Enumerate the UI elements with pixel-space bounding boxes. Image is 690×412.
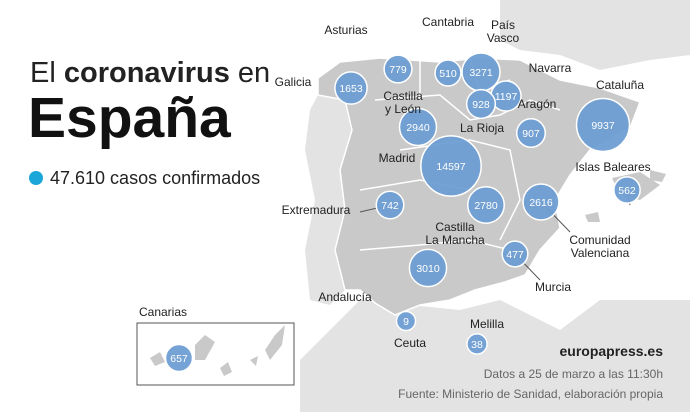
- bubble-value: 3010: [416, 263, 440, 275]
- region-label: Islas Baleares: [575, 160, 650, 174]
- region-label: Galicia: [275, 75, 312, 89]
- region-label: Aragón: [518, 97, 557, 111]
- region-label: y León: [385, 102, 421, 116]
- region-label: Comunidad: [569, 233, 630, 247]
- region-label: Castilla: [435, 220, 475, 234]
- title-main: España: [28, 86, 232, 150]
- region-label: Andalucía: [318, 290, 372, 304]
- bubble-value: 2616: [529, 197, 553, 209]
- bubble: [420, 135, 482, 197]
- source: Fuente: Ministerio de Sanidad, elaboraci…: [398, 387, 663, 401]
- map-base: [136, 0, 690, 412]
- bubble-value: 9: [403, 316, 409, 328]
- region-label: Ceuta: [394, 336, 426, 350]
- bubble-value: 907: [522, 128, 540, 140]
- bubble-value: 779: [389, 64, 407, 76]
- region-label: Valenciana: [571, 246, 630, 260]
- bubble: [434, 59, 462, 87]
- region-label: Canarias: [139, 305, 187, 319]
- bubble-value: 1653: [339, 83, 363, 95]
- bubble-value: 477: [506, 249, 524, 261]
- bubble-value: 2940: [406, 122, 430, 134]
- region-label: Cantabria: [422, 15, 474, 29]
- bubble: [465, 88, 497, 120]
- bubble: [164, 343, 194, 373]
- region-label: País: [491, 18, 515, 32]
- bubble-value: 9937: [591, 120, 615, 132]
- title: El coronavirus en: [30, 57, 270, 89]
- bubble: [522, 183, 560, 221]
- bubble-value: 562: [618, 185, 636, 197]
- region-label: Murcia: [535, 280, 571, 294]
- bubble: [467, 186, 505, 224]
- bubble-value: 928: [472, 99, 490, 111]
- region-label: La Mancha: [425, 233, 485, 247]
- bubble: [398, 107, 438, 147]
- bubble-value: 3271: [469, 67, 493, 79]
- bubble-value: 2780: [474, 200, 498, 212]
- bubble: [501, 240, 529, 268]
- source-date: Datos a 25 de marzo a las 11:30h: [484, 367, 663, 381]
- region-label: La Rioja: [460, 121, 504, 135]
- region-label: Castilla: [383, 89, 423, 103]
- legend-text: 47.610 casos confirmados: [50, 168, 260, 188]
- legend-dot: [29, 171, 43, 185]
- bubble: [375, 190, 405, 220]
- bubble-value: 14597: [436, 161, 465, 173]
- bubble: [466, 333, 488, 355]
- brand: europapress.es: [560, 343, 664, 359]
- bubble-value: 657: [170, 353, 188, 365]
- bubble: [408, 248, 448, 288]
- bubble: [515, 117, 547, 149]
- region-label: Madrid: [379, 151, 416, 165]
- regions: 1653 Galicia 779 Asturias 510 Cantabria 3271 Pa…: [139, 15, 651, 373]
- bubble: [613, 176, 641, 204]
- bubble: [575, 97, 631, 153]
- bubble: [395, 310, 417, 332]
- bubble-value: 510: [439, 68, 457, 80]
- region-label: Navarra: [529, 61, 572, 75]
- bubble: [383, 54, 413, 84]
- region-label: Cataluña: [596, 78, 644, 92]
- bubble-value: 742: [381, 200, 399, 212]
- bubble-value: 38: [471, 339, 483, 351]
- region-label: Asturias: [324, 23, 367, 37]
- region-label: Melilla: [470, 317, 504, 331]
- bubble-value: 1197: [495, 91, 518, 103]
- region-label: Extremadura: [282, 203, 351, 217]
- region-label: Vasco: [487, 31, 520, 45]
- bubble: [334, 71, 368, 105]
